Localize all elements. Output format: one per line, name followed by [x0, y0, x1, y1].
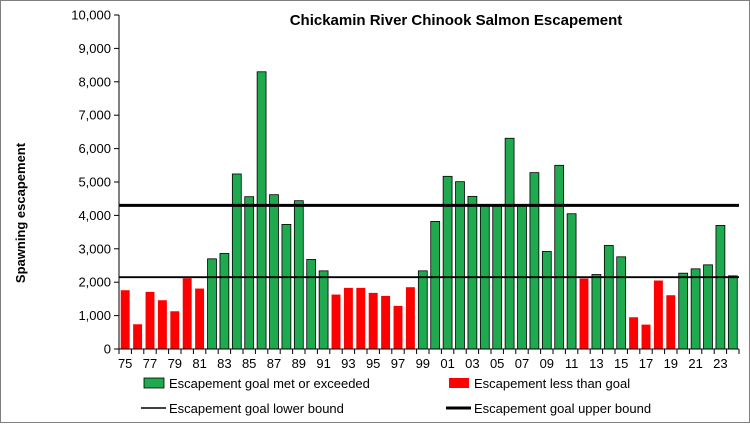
- x-tick-label: 01: [440, 356, 454, 371]
- y-tick-label: 5,000: [78, 175, 111, 190]
- bar-84: [231, 173, 242, 350]
- bar-78: [157, 300, 167, 349]
- bar-08: [529, 172, 540, 350]
- bar-92: [331, 294, 341, 349]
- bar-90: [306, 259, 317, 350]
- x-tick-label: 89: [292, 356, 306, 371]
- x-tick-label: 23: [713, 356, 727, 371]
- bar-20: [678, 272, 689, 350]
- bar-11: [566, 213, 577, 350]
- x-tick-label: 87: [267, 356, 281, 371]
- bar-98: [405, 287, 415, 349]
- bar-96: [381, 295, 391, 349]
- bar-80: [182, 278, 192, 349]
- y-tick-label: 0: [104, 342, 111, 357]
- legend-swatch-met: [143, 377, 165, 389]
- bar-09: [541, 251, 552, 350]
- goal-lines: [119, 203, 739, 279]
- bar-06: [504, 137, 515, 350]
- x-tick-label: 19: [664, 356, 678, 371]
- bar-93: [343, 287, 353, 349]
- y-tick-label: 7,000: [78, 108, 111, 123]
- bar-95: [368, 292, 378, 349]
- bar-86: [256, 71, 267, 350]
- y-tick-label: 2,000: [78, 275, 111, 290]
- x-tick-label: 81: [192, 356, 206, 371]
- x-tick-label: 75: [118, 356, 132, 371]
- bar-10: [554, 164, 565, 350]
- y-axis-ticks: 0 1,000 2,000 3,000 4,000 5,000 6,000 7,000 8,00…: [71, 8, 119, 357]
- y-tick-label: 10,000: [71, 8, 111, 23]
- bar-82: [207, 258, 217, 350]
- bar-79: [170, 311, 180, 349]
- bar-23: [715, 225, 726, 350]
- y-tick-label: 6,000: [78, 141, 111, 156]
- bar-97: [393, 305, 403, 349]
- bar-21: [690, 268, 701, 350]
- x-tick-label: 11: [565, 356, 579, 371]
- x-tick-label: 17: [639, 356, 653, 371]
- y-tick-label: 9,000: [78, 41, 111, 56]
- bar-03: [467, 195, 478, 350]
- bar-81: [195, 288, 205, 349]
- bar-91: [318, 270, 329, 350]
- x-tick-label: 03: [465, 356, 479, 371]
- bar-00: [430, 221, 441, 350]
- bar-12: [579, 278, 589, 349]
- chart-title: Chickamin River Chinook Salmon Escapemen…: [290, 12, 623, 29]
- bar-24: [727, 275, 738, 350]
- bar-83: [219, 253, 230, 350]
- bar-19: [666, 295, 676, 349]
- x-tick-label: 99: [416, 356, 430, 371]
- x-tick-label: 97: [391, 356, 405, 371]
- bar-75: [120, 290, 130, 349]
- bar-77: [145, 291, 155, 349]
- legend-label-upper: Escapement goal upper bound: [474, 401, 651, 416]
- x-tick-label: 77: [143, 356, 157, 371]
- x-tick-label: 13: [589, 356, 603, 371]
- x-tick-label: 07: [515, 356, 529, 371]
- bar-01: [442, 175, 453, 350]
- y-tick-label: 8,000: [78, 74, 111, 89]
- y-tick-label: 1,000: [78, 308, 111, 323]
- x-tick-label: 91: [316, 356, 330, 371]
- bar-88: [281, 224, 292, 350]
- bar-13: [591, 274, 602, 350]
- y-tick-label: 3,000: [78, 241, 111, 256]
- bar-17: [641, 324, 651, 349]
- y-axis-label: Spawning escapement: [13, 142, 28, 283]
- bar-18: [653, 280, 663, 349]
- x-tick-label: 79: [168, 356, 182, 371]
- x-tick-label: 21: [688, 356, 702, 371]
- bar-16: [629, 317, 639, 349]
- bar-87: [269, 194, 279, 350]
- x-axis-ticks: 75 77 79 81 83 85 87 89 91 93 95 97 99 01 03 05 07 09 11 13…: [118, 349, 740, 371]
- bar-14: [603, 245, 614, 350]
- legend-label-lower: Escapement goal lower bound: [169, 401, 344, 416]
- x-tick-label: 09: [540, 356, 554, 371]
- x-tick-label: 85: [242, 356, 256, 371]
- legend-label-met: Escapement goal met or exceeded: [169, 376, 370, 391]
- bar-89: [293, 200, 304, 350]
- bar-85: [244, 196, 255, 350]
- x-tick-label: 83: [217, 356, 231, 371]
- x-tick-label: 15: [614, 356, 628, 371]
- y-tick-label: 4,000: [78, 208, 111, 223]
- bar-99: [417, 270, 428, 350]
- x-tick-label: 05: [490, 356, 504, 371]
- bar-94: [356, 287, 366, 349]
- bar-76: [133, 324, 143, 349]
- legend: Escapement goal met or exceeded Escapeme…: [141, 376, 651, 416]
- legend-label-below: Escapement less than goal: [474, 376, 630, 391]
- x-tick-label: 95: [366, 356, 380, 371]
- bars-group: [120, 71, 738, 350]
- bar-15: [616, 256, 627, 350]
- x-tick-label: 93: [341, 356, 355, 371]
- legend-swatch-below: [449, 378, 469, 388]
